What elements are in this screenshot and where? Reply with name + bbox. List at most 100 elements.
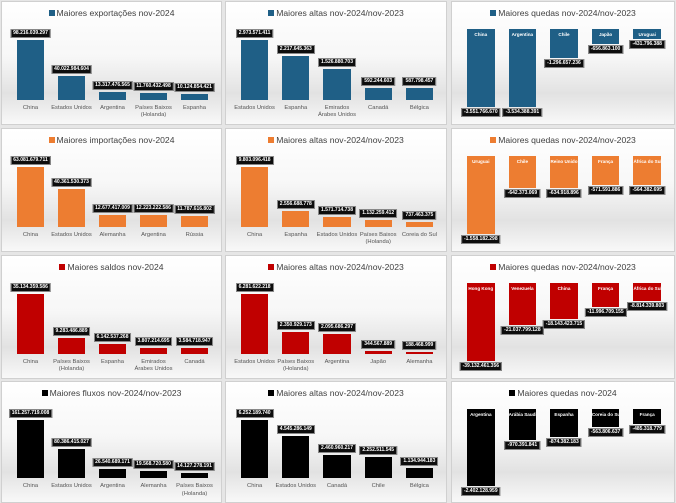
chart-panel: Maiores altas nov-2024/nov-2023 9.803.096…	[225, 128, 447, 252]
data-label: -634.918.896	[546, 189, 582, 199]
data-label: 80.386.415.027	[51, 438, 92, 448]
data-label: 1.571.714.738	[318, 206, 356, 216]
data-label: 11.760.432.498	[133, 81, 174, 91]
data-label: -485.318.779	[629, 425, 665, 435]
bar	[139, 347, 168, 354]
chart-panel: Maiores altas nov-2024/nov-2023 6.252.189…	[225, 381, 447, 503]
bar	[16, 294, 45, 354]
chart-title-text: Maiores altas nov-2024/nov-2023	[276, 135, 404, 145]
bar	[98, 468, 127, 479]
legend-square-icon	[268, 10, 275, 16]
category-label: África do Sul	[633, 286, 661, 292]
data-label: -431.796.388	[629, 39, 665, 49]
chart-title-text: Maiores saldos nov-2024	[67, 262, 164, 272]
data-label: 2.973.571.411	[235, 29, 274, 39]
data-label: 592.244.603	[361, 77, 396, 87]
legend-square-icon	[490, 264, 497, 270]
chart-title-text: Maiores quedas nov-2024	[517, 388, 617, 398]
data-label: -1.558.182.298	[460, 235, 501, 245]
data-label: -21.037.799.128	[501, 326, 544, 336]
chart-title: Maiores quedas nov-2024/nov-2023	[452, 8, 674, 18]
data-label: 1.132.259.412	[359, 209, 398, 219]
category-label: Espanha	[101, 358, 124, 365]
bar	[323, 217, 351, 227]
category-label: Rússia	[185, 231, 204, 238]
data-label: 26.540.689.171	[92, 457, 133, 467]
data-label: -970.391.841	[504, 440, 541, 450]
bar	[633, 156, 661, 185]
data-label: 35.134.359.586	[10, 283, 51, 293]
legend-square-icon	[268, 137, 275, 143]
bar	[180, 347, 209, 354]
bar	[57, 188, 86, 227]
bar	[633, 408, 661, 425]
bar	[467, 408, 495, 486]
bar	[241, 167, 269, 227]
category-label: Arábia Saudita	[508, 411, 536, 417]
chart-title: Maiores importações nov-2024	[2, 135, 221, 145]
bar	[550, 156, 578, 189]
data-label: 40.022.984.604	[51, 64, 92, 74]
data-label: -3.551.766.670	[460, 108, 501, 118]
category-label: Espanha	[183, 104, 206, 111]
chart-title: Maiores quedas nov-2024	[452, 388, 674, 398]
category-label: Bélgica	[409, 104, 429, 111]
bar	[364, 220, 392, 227]
data-label: 9.803.096.418	[235, 156, 274, 166]
category-label: Estados Unidos	[51, 104, 92, 111]
chart-panel: Maiores altas nov-2024/nov-2023 6.281.622…	[225, 255, 447, 379]
data-label: -642.373.069	[504, 189, 541, 199]
category-label: Emirados Árabes Unidos	[317, 104, 356, 119]
bar	[405, 88, 433, 100]
data-label: 12.223.222.586	[133, 204, 174, 214]
bar	[467, 156, 495, 235]
bar	[282, 435, 310, 479]
category-label: Estados Unidos	[51, 231, 92, 238]
chart-panel: Maiores altas nov-2024/nov-2023 2.973.571…	[225, 1, 447, 125]
category-label: Coreia do Sul	[591, 411, 620, 417]
category-label: Bélgica	[409, 483, 429, 490]
chart-panel: Maiores quedas nov-2024/nov-2023 Uruguai -…	[451, 128, 675, 252]
bar	[16, 167, 45, 227]
category-label: Canadá	[326, 483, 348, 490]
chart-panel: Maiores exportações nov-2024 98.216.039.2…	[1, 1, 222, 125]
bar	[180, 473, 209, 479]
bar	[633, 283, 661, 301]
bar	[405, 351, 433, 354]
bar	[591, 156, 620, 185]
category-label: China	[22, 358, 39, 365]
category-label: Reino Unido	[550, 159, 578, 165]
bar	[16, 419, 45, 479]
bar	[98, 91, 127, 100]
chart-title: Maiores altas nov-2024/nov-2023	[226, 262, 446, 272]
bar	[241, 419, 269, 479]
category-label: Venezuela	[511, 286, 534, 292]
bar	[467, 29, 495, 108]
category-label: Países Baixos (Holanda)	[53, 358, 90, 373]
chart-panel: Maiores quedas nov-2024/nov-2023 Hong Kon…	[451, 255, 675, 379]
data-label: 12.677.417.009	[92, 203, 133, 213]
category-label: Chile	[371, 483, 385, 490]
chart-title: Maiores saldos nov-2024	[2, 262, 221, 272]
data-label: -39.132.461.356	[459, 362, 503, 372]
data-label: 2.095.686.297	[318, 323, 356, 333]
bar	[282, 331, 310, 354]
data-label: 2.217.645.363	[276, 44, 315, 54]
bar	[282, 55, 310, 100]
category-label: Argentina	[470, 411, 492, 417]
data-label: 2.556.688.778	[276, 200, 315, 210]
legend-square-icon	[509, 390, 516, 396]
category-label: Espanha	[554, 411, 574, 417]
data-label: 98.216.039.297	[10, 29, 51, 39]
category-label: Argentina	[324, 358, 350, 365]
category-label: Países Baixos (Holanda)	[135, 104, 172, 119]
category-label: Espanha	[284, 104, 308, 111]
bar	[591, 283, 620, 308]
bar	[323, 334, 351, 354]
category-label: Alemanha	[406, 358, 433, 365]
bar	[139, 215, 168, 227]
data-label: 188.468.999	[402, 340, 437, 350]
category-label: China	[22, 231, 39, 238]
data-label: 3.807.214.695	[134, 336, 173, 346]
category-label: Países Baixos (Holanda)	[277, 358, 315, 373]
